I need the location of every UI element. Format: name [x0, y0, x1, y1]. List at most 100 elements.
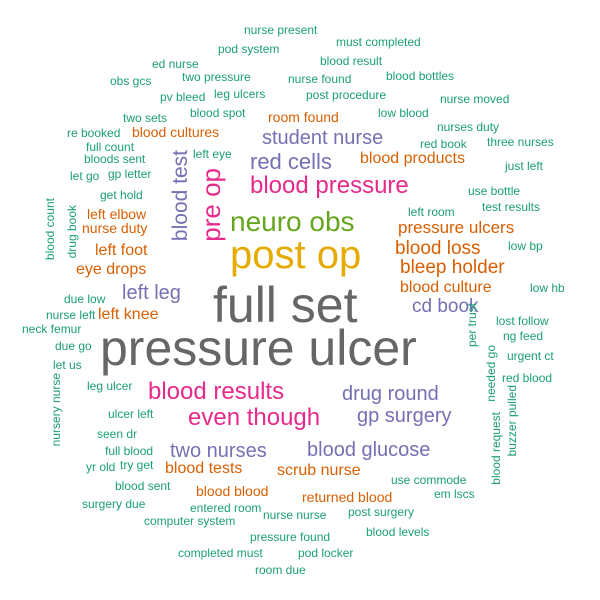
word-full-count: full count [86, 140, 135, 154]
word-even-though: even though [188, 404, 321, 431]
word-nurse-nurse: nurse nurse [263, 508, 327, 522]
word-scrub-nurse: scrub nurse [277, 462, 361, 479]
word-leg-ulcers: leg ulcers [214, 87, 266, 101]
word-neck-femur: neck femur [22, 322, 82, 336]
word-nurse-present: nurse present [244, 23, 318, 37]
word-obs-gcs: obs gcs [110, 74, 152, 88]
word-ulcer-left: ulcer left [108, 407, 154, 421]
word-pod-system: pod system [218, 42, 280, 56]
word-blood-blood: blood blood [196, 483, 269, 499]
word-use-bottle: use bottle [468, 184, 521, 198]
word-post-op: post op [230, 233, 362, 277]
word-red-book: red book [420, 137, 467, 151]
word-let-us: let us [53, 358, 82, 372]
word-full-blood: full blood [105, 444, 154, 458]
word-left-leg: left leg [122, 282, 181, 304]
word-urgent-ct: urgent ct [507, 349, 554, 363]
word-nurse-duty: nurse duty [82, 220, 148, 236]
word-re-booked: re booked [67, 126, 121, 140]
word-pod-locker: pod locker [298, 546, 354, 560]
word-blood-loss: blood loss [395, 238, 481, 259]
word-blood-test: blood test [169, 150, 192, 242]
word-gp-surgery: gp surgery [357, 405, 452, 427]
word-pressure-ulcers: pressure ulcers [398, 218, 515, 237]
word-left-room: left room [408, 205, 455, 219]
word-nurse-moved: nurse moved [440, 92, 510, 106]
word-blood-tests: blood tests [165, 460, 243, 477]
word-left-eye: left eye [193, 147, 232, 161]
word-neuro-obs: neuro obs [230, 206, 355, 237]
word-gp-letter: gp letter [108, 167, 152, 181]
word-blood-sent: blood sent [115, 479, 171, 493]
word-room-found: room found [268, 109, 339, 125]
word-computer-system: computer system [144, 514, 236, 528]
word-pressure-found: pressure found [250, 530, 331, 544]
word-drug-round: drug round [342, 383, 439, 405]
word-let-go: let go [70, 169, 100, 183]
word-blood-pressure: blood pressure [250, 172, 409, 199]
word-ed-nurse: ed nurse [152, 57, 199, 71]
word-use-commode: use commode [391, 473, 467, 487]
word-blood-levels: blood levels [366, 525, 430, 539]
word-three-nurses: three nurses [487, 135, 554, 149]
word-left-knee: left knee [98, 306, 159, 323]
word-pre-op: pre op [196, 168, 226, 242]
word-two-nurses: two nurses [170, 440, 267, 462]
word-pressure-ulcer: pressure ulcer [100, 320, 417, 376]
word-leg-ulcer: leg ulcer [87, 379, 133, 393]
word-yr-old: yr old [86, 460, 116, 474]
word-red-cells: red cells [250, 149, 332, 174]
word-em-lscs: em lscs [434, 487, 475, 501]
word-blood-products: blood products [360, 150, 465, 167]
word-post-procedure: post procedure [306, 88, 387, 102]
word-two-pressure: two pressure [182, 70, 251, 84]
word-room-due: room due [255, 563, 306, 577]
word-low-hb: low hb [530, 281, 565, 295]
word-nurse-found: nurse found [288, 72, 352, 86]
word-drug-book: drug book [65, 205, 79, 259]
word-two-sets: two sets [123, 111, 168, 125]
word-per-trust: per trust [465, 303, 479, 348]
word-seen-dr: seen dr [97, 427, 138, 441]
word-eye-drops: eye drops [76, 261, 147, 278]
word-post-surgery: post surgery [348, 505, 415, 519]
word-nurses-duty: nurses duty [437, 120, 500, 134]
word-low-bp: low bp [508, 239, 543, 253]
word-red-blood: red blood [502, 371, 553, 385]
word-due-go: due go [55, 339, 92, 353]
word-left-elbow: left elbow [87, 206, 147, 222]
word-blood-bottles: blood bottles [386, 69, 455, 83]
word-full-set: full set [213, 277, 358, 333]
word-ng-feed: ng feed [503, 329, 544, 343]
word-bleep-holder: bleep holder [400, 257, 505, 278]
word-due-low: due low [64, 292, 106, 306]
word-surgery-due: surgery due [82, 497, 146, 511]
word-blood-glucose: blood glucose [307, 439, 431, 461]
word-pv-bleed: pv bleed [160, 90, 206, 104]
word-cd-book: cd book [412, 296, 479, 317]
word-blood-count: blood count [43, 198, 57, 261]
word-entered-room: entered room [190, 501, 262, 515]
word-test-results: test results [482, 200, 541, 214]
word-lost-follow: lost follow [496, 314, 549, 328]
word-blood-cultures: blood cultures [132, 124, 220, 140]
word-bloods-sent: bloods sent [84, 152, 146, 166]
word-left-foot: left foot [95, 242, 148, 259]
word-blood-culture: blood culture [400, 279, 492, 296]
word-try-get: try get [120, 458, 154, 472]
word-just-left: just left [505, 159, 544, 173]
word-completed-must: completed must [178, 546, 263, 560]
word-get-hold: get hold [100, 188, 143, 202]
word-blood-request: blood request [489, 412, 503, 485]
word-returned-blood: returned blood [302, 489, 393, 505]
word-must-completed: must completed [336, 35, 421, 49]
word-needed-go: needed go [484, 345, 498, 402]
word-nurse-left: nurse left [46, 308, 96, 322]
word-blood-result: blood result [320, 54, 383, 68]
word-low-blood: low blood [378, 106, 429, 120]
word-nursery-nurse: nursery nurse [49, 373, 63, 447]
word-blood-spot: blood spot [190, 106, 246, 120]
word-student-nurse: student nurse [262, 127, 384, 149]
word-buzzer-pulled: buzzer pulled [505, 385, 519, 457]
